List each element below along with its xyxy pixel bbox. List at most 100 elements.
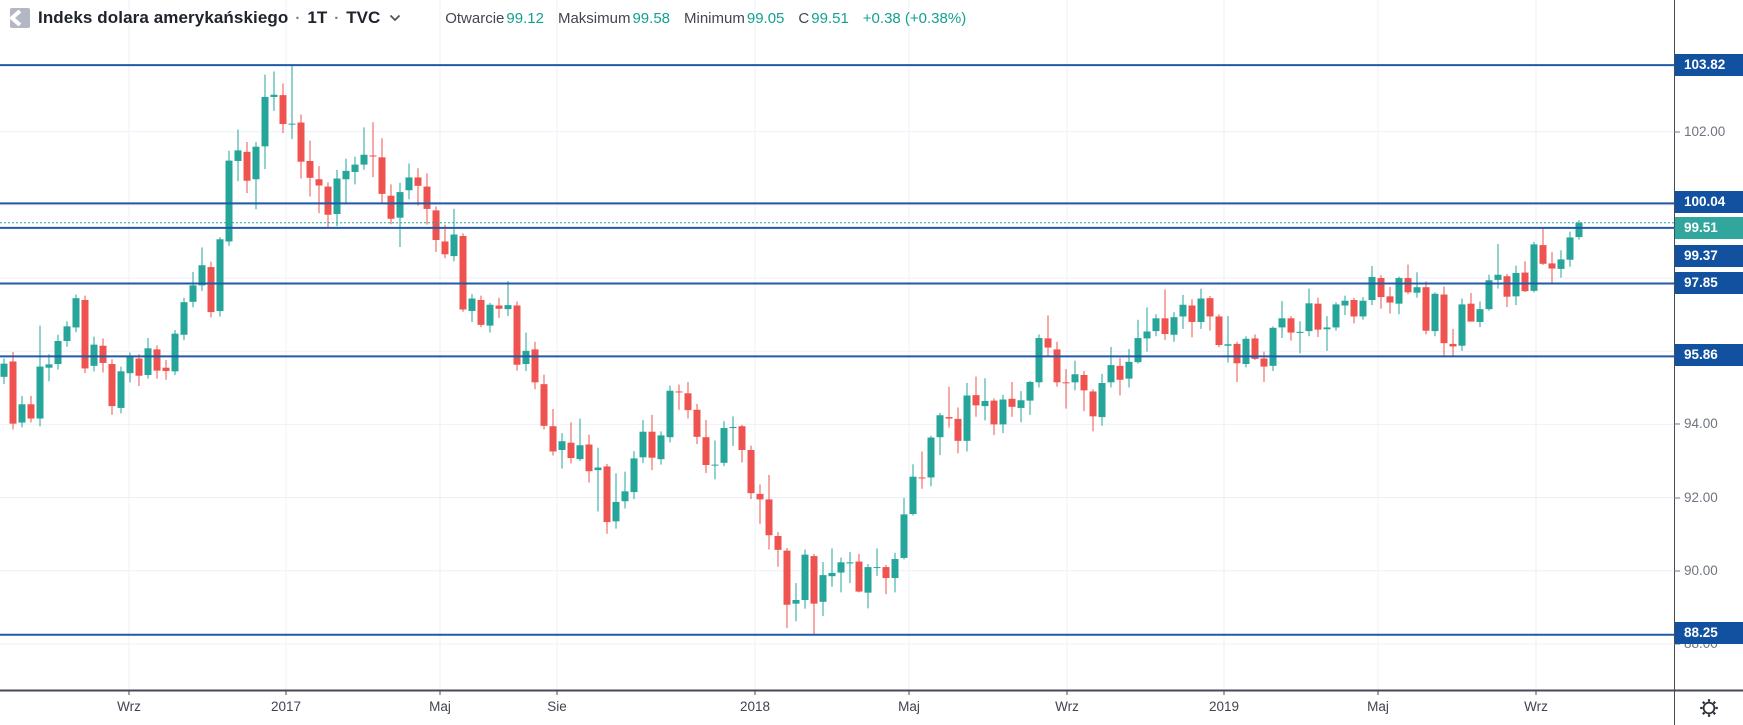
candle xyxy=(459,235,467,310)
interval-label[interactable]: 1T xyxy=(307,8,328,27)
legend-separator: · xyxy=(334,9,340,27)
candle xyxy=(1008,398,1016,407)
symbol-title[interactable]: Indeks dolara amerykańskiego xyxy=(38,8,289,27)
candle xyxy=(108,364,116,407)
candle xyxy=(1026,381,1034,401)
candle xyxy=(396,192,404,218)
candle xyxy=(135,358,143,376)
candle xyxy=(1062,382,1070,384)
candle xyxy=(369,155,377,157)
candle xyxy=(819,575,827,602)
price-level-badge: 97.85 xyxy=(1675,272,1743,294)
candle xyxy=(423,186,431,209)
candle xyxy=(378,157,386,194)
candle xyxy=(675,391,683,393)
candle xyxy=(927,437,935,478)
candle xyxy=(288,123,296,125)
candle xyxy=(1449,343,1457,347)
candle xyxy=(1152,318,1160,332)
candle xyxy=(261,96,269,147)
candle xyxy=(1143,331,1151,339)
candle xyxy=(1323,327,1331,330)
candle xyxy=(1395,278,1403,304)
candle xyxy=(1566,237,1574,260)
candle xyxy=(1269,327,1277,366)
candle xyxy=(126,357,134,374)
candle xyxy=(1251,338,1259,359)
candle xyxy=(1278,318,1286,328)
candle xyxy=(1161,318,1169,335)
chart-settings-button[interactable] xyxy=(1675,691,1743,725)
candle xyxy=(27,404,35,419)
symbol-legend: Indeks dolara amerykańskiego · 1T · TVC … xyxy=(8,8,966,28)
candle xyxy=(162,367,170,371)
exchange-label[interactable]: TVC xyxy=(346,8,381,27)
candle xyxy=(1179,304,1187,317)
candle xyxy=(1521,272,1529,292)
open-label: Otwarcie xyxy=(445,9,505,27)
candle xyxy=(513,305,521,365)
candle xyxy=(765,499,773,536)
candle xyxy=(9,361,17,424)
candle xyxy=(225,160,233,242)
candle xyxy=(63,326,71,341)
candle xyxy=(1287,318,1295,333)
candle xyxy=(567,442,575,459)
time-tick-label: Wrz xyxy=(117,699,141,714)
candle xyxy=(774,535,782,550)
price-tick-label: 102.00 xyxy=(1684,124,1726,139)
candle xyxy=(864,567,872,593)
candle xyxy=(1206,298,1214,317)
candle xyxy=(90,344,98,366)
candle xyxy=(315,179,323,186)
candle xyxy=(720,428,728,463)
candle xyxy=(270,94,278,97)
candle xyxy=(1188,305,1196,322)
candle xyxy=(1368,276,1376,300)
candle xyxy=(351,164,359,172)
low-label: Minimum xyxy=(684,9,745,27)
candle xyxy=(1557,259,1565,269)
time-tick-label: Maj xyxy=(429,699,451,714)
candle xyxy=(504,305,512,310)
time-tick-label: Maj xyxy=(898,699,920,714)
candle xyxy=(1125,361,1133,379)
candle xyxy=(306,160,314,178)
candle xyxy=(1431,293,1439,332)
chevron-down-icon[interactable] xyxy=(389,14,401,22)
candle xyxy=(576,445,584,460)
candle xyxy=(612,501,620,522)
candle xyxy=(1413,287,1421,293)
candle xyxy=(405,177,413,191)
candle xyxy=(648,431,656,458)
candle xyxy=(855,561,863,592)
candle xyxy=(360,154,368,165)
current-price-badge: 99.51 xyxy=(1675,217,1743,239)
candle xyxy=(297,122,305,162)
candle xyxy=(1350,300,1358,317)
candle xyxy=(1377,278,1385,298)
candle xyxy=(414,177,422,186)
high-label: Maksimum xyxy=(557,9,631,27)
time-tick-label: Wrz xyxy=(1055,699,1079,714)
price-axis[interactable]: 102.0094.0092.0090.0088.00103.82100.0499… xyxy=(1675,0,1743,690)
candle xyxy=(711,464,719,466)
candle xyxy=(1341,300,1349,306)
candle xyxy=(1035,338,1043,383)
candle xyxy=(441,241,449,255)
candle xyxy=(828,572,836,577)
candle xyxy=(936,415,944,438)
candle xyxy=(1404,278,1412,293)
candle xyxy=(657,435,665,460)
candle xyxy=(585,444,593,472)
candle xyxy=(1422,287,1430,331)
candle xyxy=(621,491,629,502)
candle xyxy=(1503,276,1511,297)
candle xyxy=(945,417,953,419)
candle xyxy=(972,395,980,406)
time-axis[interactable]: Wrz 2017 Maj Sie 2018 Maj Wrz 2019 Maj Wrz xyxy=(0,691,1674,725)
candle xyxy=(342,170,350,180)
candle xyxy=(0,363,8,377)
candle xyxy=(909,476,917,515)
